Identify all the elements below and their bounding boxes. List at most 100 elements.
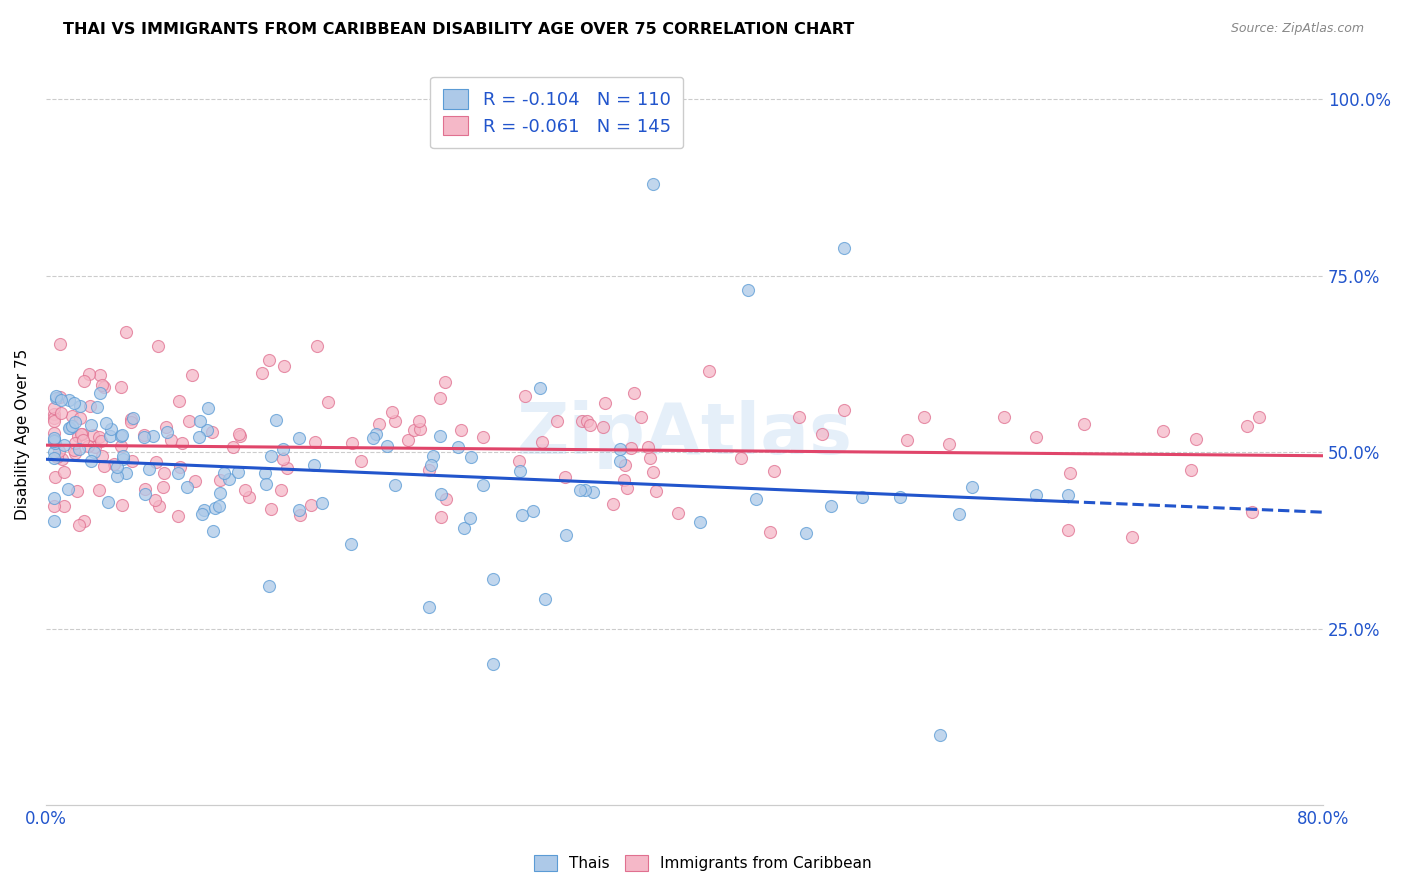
Point	[94, 416, 117, 430]
Point	[181, 368, 204, 382]
Point	[299, 499, 322, 513]
Point	[134, 482, 156, 496]
Point	[90, 434, 112, 449]
Point	[97, 494, 120, 508]
Point	[42, 426, 65, 441]
Point	[896, 433, 918, 447]
Point	[938, 437, 960, 451]
Point	[188, 430, 211, 444]
Point	[288, 502, 311, 516]
Point	[381, 405, 404, 419]
Point	[65, 484, 87, 499]
Point	[273, 359, 295, 373]
Point	[546, 414, 568, 428]
Point	[637, 441, 659, 455]
Point	[418, 600, 440, 615]
Point	[238, 490, 260, 504]
Point	[166, 467, 188, 481]
Point	[63, 396, 86, 410]
Point	[409, 422, 432, 436]
Point	[1056, 487, 1078, 501]
Point	[730, 451, 752, 466]
Point	[832, 241, 855, 255]
Point	[513, 389, 536, 403]
Point	[63, 443, 86, 458]
Point	[228, 426, 250, 441]
Point	[155, 420, 177, 434]
Point	[254, 477, 277, 491]
Point	[630, 410, 652, 425]
Point	[142, 429, 165, 443]
Point	[115, 467, 138, 481]
Point	[58, 420, 80, 434]
Point	[396, 433, 419, 447]
Point	[1121, 530, 1143, 544]
Point	[134, 487, 156, 501]
Point	[87, 430, 110, 444]
Point	[529, 381, 551, 395]
Point	[60, 418, 83, 433]
Point	[429, 391, 451, 405]
Point	[288, 431, 311, 445]
Point	[146, 339, 169, 353]
Point	[155, 425, 177, 439]
Point	[120, 412, 142, 426]
Text: THAI VS IMMIGRANTS FROM CARIBBEAN DISABILITY AGE OVER 75 CORRELATION CHART: THAI VS IMMIGRANTS FROM CARIBBEAN DISABI…	[63, 22, 855, 37]
Point	[42, 499, 65, 513]
Point	[110, 380, 132, 394]
Point	[60, 409, 83, 423]
Point	[832, 402, 855, 417]
Point	[69, 400, 91, 414]
Point	[45, 391, 67, 405]
Point	[49, 336, 72, 351]
Point	[82, 427, 104, 442]
Point	[52, 465, 75, 479]
Point	[689, 515, 711, 529]
Point	[307, 339, 329, 353]
Point	[73, 514, 96, 528]
Point	[69, 411, 91, 425]
Point	[612, 473, 634, 487]
Point	[1236, 418, 1258, 433]
Point	[42, 434, 65, 448]
Point	[58, 392, 80, 407]
Point	[204, 501, 226, 516]
Point	[153, 466, 176, 480]
Point	[762, 464, 785, 478]
Point	[73, 374, 96, 388]
Point	[134, 427, 156, 442]
Point	[948, 508, 970, 522]
Point	[271, 452, 294, 467]
Text: ZipAtlas: ZipAtlas	[516, 401, 852, 469]
Point	[482, 572, 505, 586]
Point	[384, 414, 406, 428]
Point	[100, 422, 122, 436]
Point	[132, 430, 155, 444]
Point	[316, 394, 339, 409]
Point	[44, 436, 66, 450]
Point	[42, 451, 65, 466]
Point	[402, 423, 425, 437]
Point	[641, 465, 664, 479]
Point	[42, 445, 65, 459]
Point	[91, 378, 114, 392]
Point	[76, 440, 98, 454]
Point	[45, 389, 67, 403]
Point	[508, 454, 530, 468]
Point	[576, 414, 599, 428]
Point	[42, 410, 65, 425]
Point	[458, 511, 481, 525]
Point	[447, 440, 470, 454]
Point	[49, 406, 72, 420]
Point	[44, 470, 66, 484]
Point	[167, 394, 190, 409]
Point	[72, 433, 94, 447]
Point	[745, 491, 768, 506]
Point	[183, 474, 205, 488]
Point	[51, 452, 73, 467]
Point	[228, 428, 250, 442]
Legend: Thais, Immigrants from Caribbean: Thais, Immigrants from Caribbean	[529, 849, 877, 877]
Point	[218, 472, 240, 486]
Point	[42, 434, 65, 448]
Point	[98, 429, 121, 443]
